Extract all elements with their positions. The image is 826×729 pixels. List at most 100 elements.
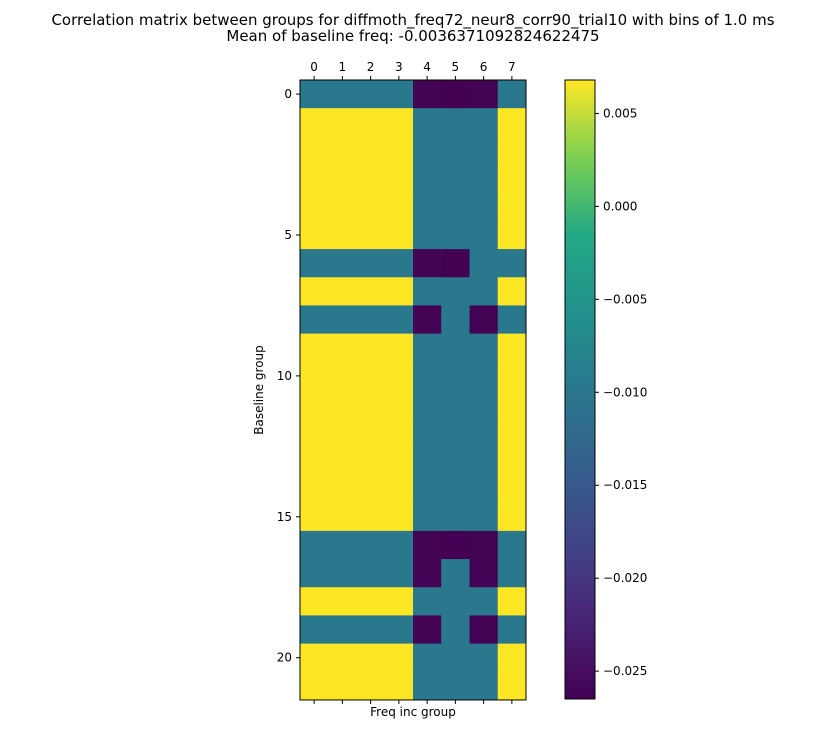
heatmap-cell xyxy=(300,446,329,475)
heatmap-cell xyxy=(469,502,499,532)
heatmap-cell xyxy=(300,80,329,109)
heatmap-cell xyxy=(441,474,470,504)
heatmap-cell xyxy=(300,418,329,447)
colorbar-tick-label: −0.015 xyxy=(603,478,647,492)
heatmap-cell xyxy=(328,192,357,222)
heatmap-cell xyxy=(441,164,470,194)
heatmap-cell xyxy=(356,446,386,475)
heatmap-cell xyxy=(441,643,470,673)
heatmap-cell xyxy=(300,502,329,532)
heatmap-cell xyxy=(413,277,442,306)
heatmap-cell xyxy=(469,446,499,475)
heatmap-cell xyxy=(441,446,470,475)
heatmap-cell xyxy=(497,559,527,588)
y-tick-label: 10 xyxy=(277,369,292,383)
heatmap-cell xyxy=(328,277,357,306)
x-tick-label: 0 xyxy=(310,60,318,74)
heatmap-cell xyxy=(328,108,357,137)
heatmap-cell xyxy=(384,192,414,222)
heatmap-cell xyxy=(300,361,329,391)
heatmap-cell xyxy=(413,164,442,194)
heatmap-cell xyxy=(441,80,470,109)
colorbar-tick-label: −0.020 xyxy=(603,571,647,585)
heatmap-cell xyxy=(328,305,357,335)
heatmap-cell xyxy=(356,249,386,278)
heatmap-cell xyxy=(413,559,442,588)
heatmap-cell xyxy=(413,305,442,335)
heatmap-cell xyxy=(497,277,527,306)
heatmap-cell xyxy=(441,249,470,278)
heatmap-cell xyxy=(497,305,527,335)
heatmap-cell xyxy=(413,333,442,363)
heatmap-cell xyxy=(469,277,499,306)
heatmap-cell xyxy=(441,220,470,250)
colorbar-tick-label: −0.005 xyxy=(603,292,647,306)
heatmap-cell xyxy=(356,474,386,504)
heatmap-cell xyxy=(300,615,329,644)
heatmap-cell xyxy=(469,192,499,222)
heatmap-cell xyxy=(469,587,499,616)
heatmap-cell xyxy=(469,333,499,363)
chart-title: Correlation matrix between groups for di… xyxy=(51,11,774,30)
heatmap-cell xyxy=(300,587,329,616)
heatmap-cell xyxy=(497,643,527,673)
heatmap-cell xyxy=(384,446,414,475)
heatmap-cell xyxy=(328,220,357,250)
heatmap-cell xyxy=(384,587,414,616)
heatmap-cell xyxy=(497,164,527,194)
heatmap-cell xyxy=(356,361,386,391)
heatmap-cell xyxy=(384,333,414,363)
heatmap-cell xyxy=(497,361,527,391)
heatmap-cell xyxy=(469,108,499,137)
heatmap-cell xyxy=(469,615,499,644)
heatmap-cell xyxy=(300,136,329,165)
heatmap-cell xyxy=(413,615,442,644)
heatmap-cell xyxy=(328,559,357,588)
heatmap-cell xyxy=(441,671,470,701)
heatmap-cell xyxy=(469,305,499,335)
heatmap-cell xyxy=(497,502,527,532)
heatmap-cell xyxy=(356,389,386,419)
heatmap-cell xyxy=(441,108,470,137)
heatmap-cell xyxy=(384,530,414,560)
heatmap-cell xyxy=(497,587,527,616)
heatmap-cell xyxy=(413,530,442,560)
colorbar-ticks: −0.025 −0.020 −0.015 −0.010 −0.005 0.000 0.005 xyxy=(595,106,647,678)
heatmap-cell xyxy=(356,192,386,222)
heatmap-cell xyxy=(356,277,386,306)
x-tick-label: 6 xyxy=(480,60,488,74)
heatmap-cell xyxy=(384,643,414,673)
heatmap-cell xyxy=(469,361,499,391)
heatmap-cell xyxy=(469,530,499,560)
colorbar xyxy=(564,79,596,700)
heatmap-cell xyxy=(356,502,386,532)
heatmap-cell xyxy=(300,474,329,504)
heatmap-cell xyxy=(497,615,527,644)
heatmap-cell xyxy=(300,671,329,701)
heatmap-cell xyxy=(384,277,414,306)
heatmap-cell xyxy=(413,389,442,419)
heatmap-cell xyxy=(413,249,442,278)
heatmap-cell xyxy=(497,333,527,363)
heatmap-cell xyxy=(384,559,414,588)
heatmap-cell xyxy=(497,446,527,475)
heatmap-cell xyxy=(497,474,527,504)
colorbar-tick-label: −0.010 xyxy=(603,385,647,399)
heatmap-cell xyxy=(413,108,442,137)
heatmap-cell xyxy=(469,136,499,165)
heatmap-cell xyxy=(441,559,470,588)
heatmap-cell xyxy=(300,220,329,250)
y-tick-label: 0 xyxy=(284,87,292,101)
heatmap-cell xyxy=(497,108,527,137)
heatmap-cell xyxy=(469,643,499,673)
heatmap-cell xyxy=(441,530,470,560)
heatmap-cell xyxy=(300,559,329,588)
x-axis-label: Freq inc group xyxy=(370,705,456,719)
x-tick-label: 3 xyxy=(395,60,403,74)
heatmap-cell xyxy=(356,530,386,560)
heatmap-cell xyxy=(356,164,386,194)
heatmap-cell xyxy=(328,418,357,447)
heatmap-cell xyxy=(328,80,357,109)
heatmap-cell xyxy=(497,220,527,250)
heatmap-cell xyxy=(441,136,470,165)
